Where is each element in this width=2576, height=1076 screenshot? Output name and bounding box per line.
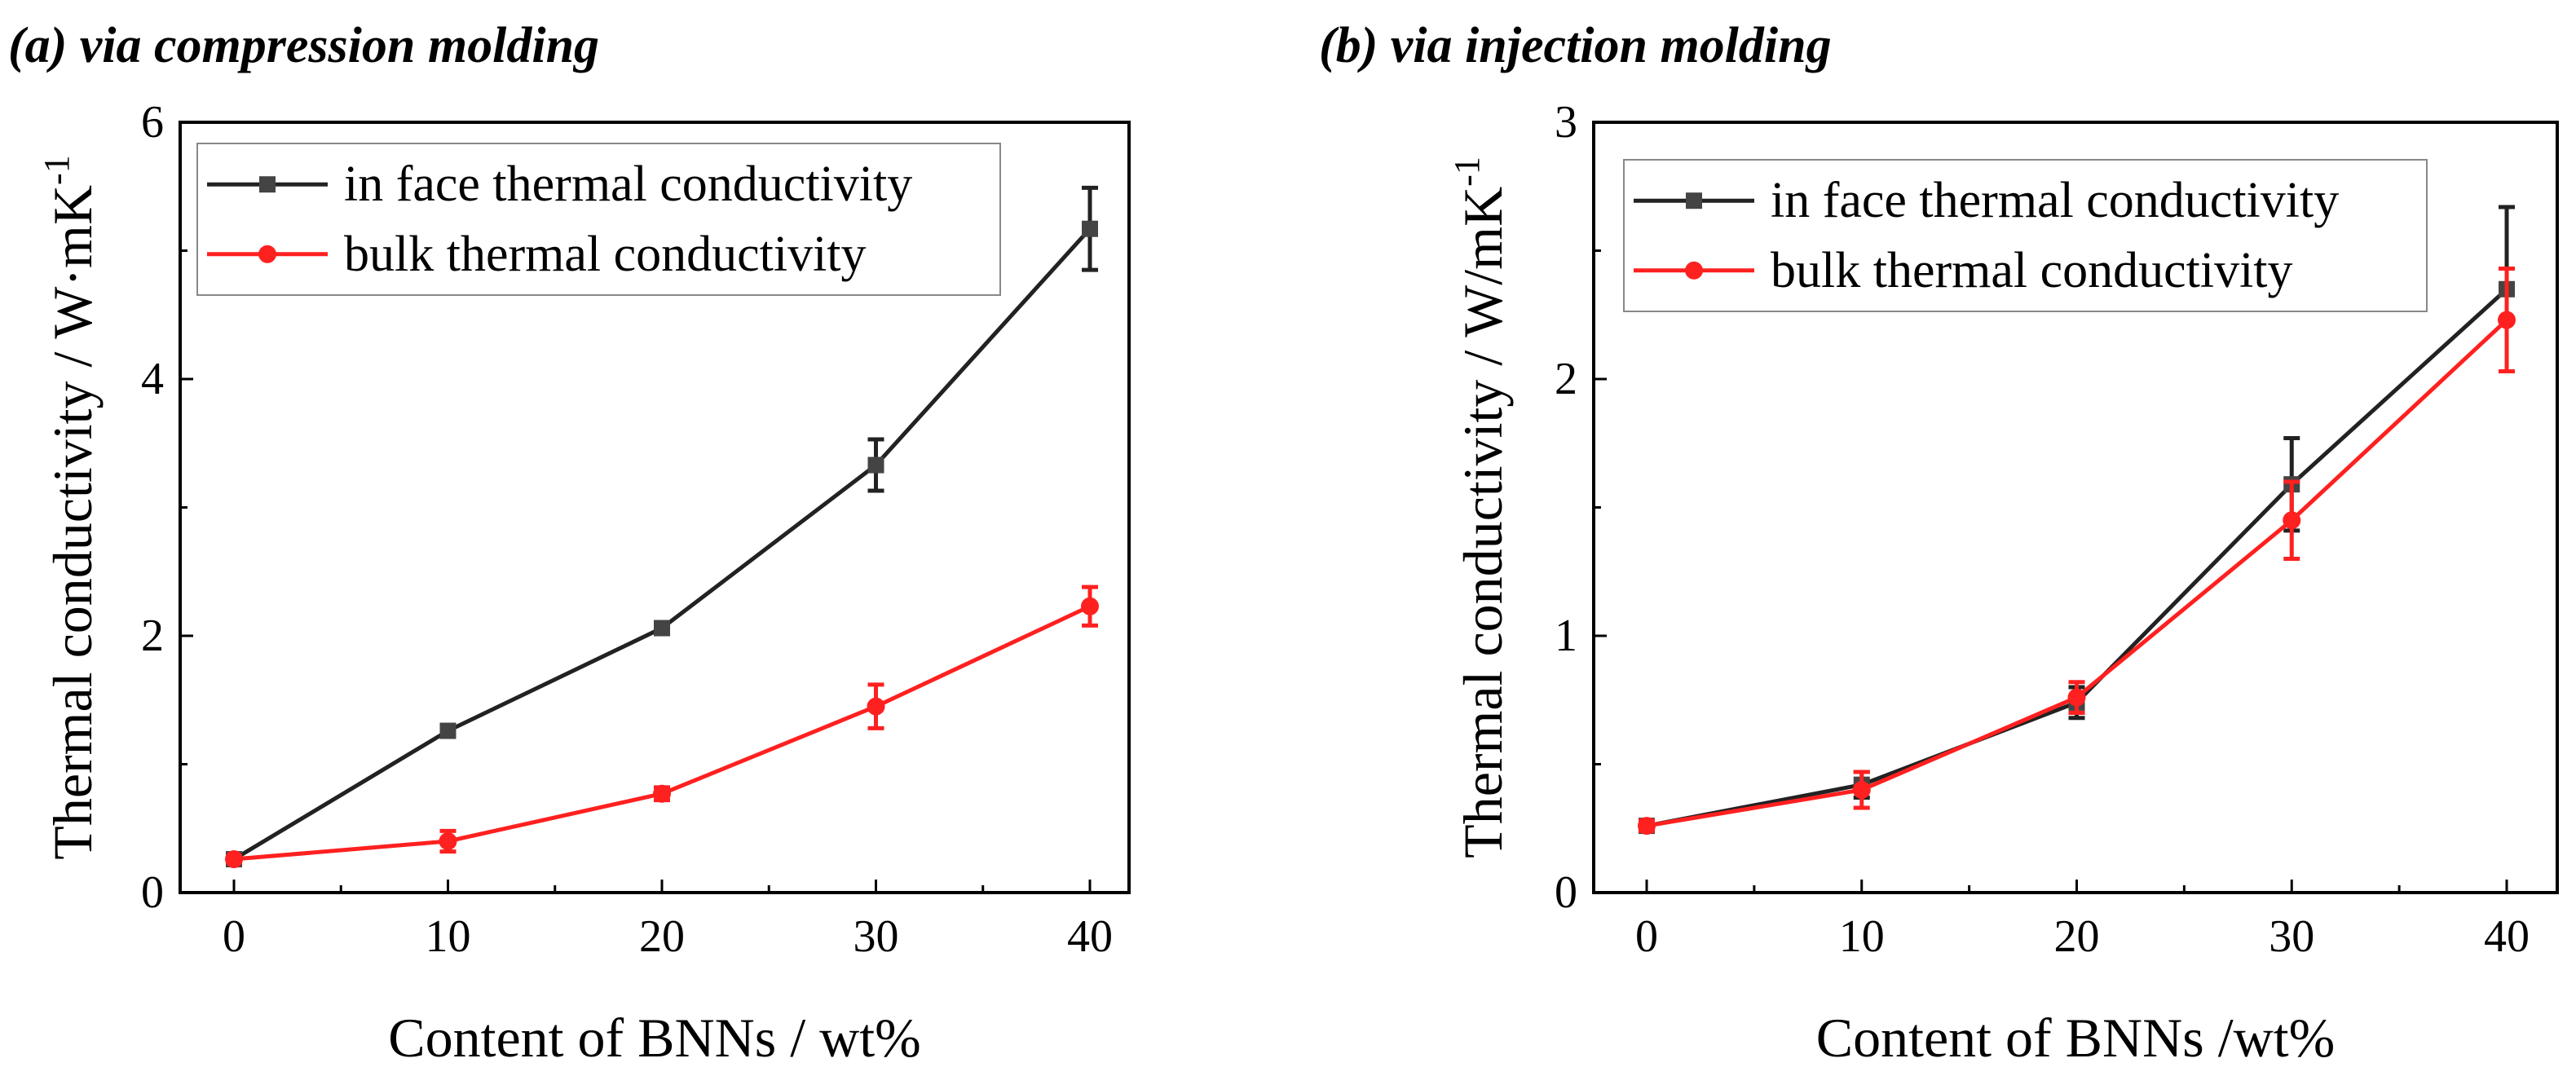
x-tick-label: 0 (223, 911, 245, 962)
legend-box (1623, 159, 2428, 312)
y-tick-label: 6 (141, 97, 164, 148)
legend-marker-circle (1685, 261, 1703, 280)
legend-label: bulk thermal conductivity (344, 227, 867, 282)
legend: in face thermal conductivity bulk thermal… (1623, 159, 2428, 312)
x-tick-label: 20 (639, 911, 685, 962)
data-point-circle (225, 850, 243, 869)
x-tick-label: 20 (2054, 911, 2100, 962)
x-tick-label: 30 (854, 911, 899, 962)
chart-title: (a) via compression molding (8, 18, 599, 73)
series-bulk (1638, 267, 2516, 836)
y-tick-label: 4 (141, 354, 164, 404)
y-axis-label-text: Thermal conductivity / W·mK (42, 185, 104, 860)
legend-box (196, 143, 1001, 296)
y-tick-label: 0 (1555, 867, 1577, 918)
y-tick-label: 3 (1555, 97, 1577, 148)
data-point-circle (1852, 781, 1871, 799)
data-point-circle (2067, 688, 2086, 707)
data-point-circle (1638, 817, 1656, 836)
series-line (233, 604, 1092, 862)
x-tick-label: 40 (2484, 911, 2530, 962)
x-tick-label: 10 (426, 911, 471, 962)
x-axis-label: Content of BNNs /wt% (1816, 1007, 2336, 1069)
series-line (1646, 318, 2508, 828)
series-line (1646, 287, 2508, 828)
data-point-square (654, 620, 670, 637)
y-axis-label: Thermal conductivity / W·mK-1 (37, 155, 104, 859)
x-axis-label: Content of BNNs / wt% (388, 1007, 921, 1069)
panel-a: (a) via compression molding 0 10 20 30 40 0 2 4 6… (8, 18, 1131, 1069)
data-point-circle (867, 697, 885, 716)
data-point-circle (1081, 597, 1099, 615)
legend: in face thermal conductivity bulk thermal… (196, 143, 1001, 296)
data-point-square (1082, 220, 1098, 237)
data-point-circle (2283, 511, 2301, 530)
y-tick-label: 2 (1555, 354, 1577, 404)
legend-marker-square (1686, 192, 1702, 209)
y-axis-label-superscript: -1 (1447, 157, 1487, 187)
y-axis-label-text: Thermal conductivity / W/mK (1452, 187, 1514, 858)
series-line (232, 227, 1092, 862)
x-tick-label: 0 (1635, 911, 1658, 962)
y-tick-label: 0 (141, 867, 164, 918)
y-tick-label: 2 (141, 611, 164, 661)
x-tick-label: 30 (2269, 911, 2314, 962)
data-point-circle (439, 832, 457, 850)
panel-b: (b) via injection molding 0 10 20 30 40 0 1 2 3 Co… (1319, 18, 2559, 1069)
y-tick-label: 1 (1555, 611, 1577, 661)
series-bulk (225, 584, 1099, 869)
data-point-circle (653, 784, 671, 803)
chart-title: (b) via injection molding (1319, 18, 1832, 73)
y-axis-label-superscript: -1 (37, 155, 77, 185)
legend-label: bulk thermal conductivity (1771, 243, 2293, 298)
legend-marker-circle (258, 245, 276, 263)
legend-marker-square (259, 176, 276, 193)
x-tick-label: 40 (1067, 911, 1113, 962)
x-tick-label: 10 (1839, 911, 1885, 962)
data-point-square (867, 456, 884, 474)
data-point-circle (2498, 311, 2516, 329)
legend-label: in face thermal conductivity (344, 157, 912, 212)
data-point-square (439, 722, 457, 739)
legend-label: in face thermal conductivity (1771, 173, 2339, 228)
y-axis-label: Thermal conductivity / W/mK-1 (1447, 157, 1514, 858)
